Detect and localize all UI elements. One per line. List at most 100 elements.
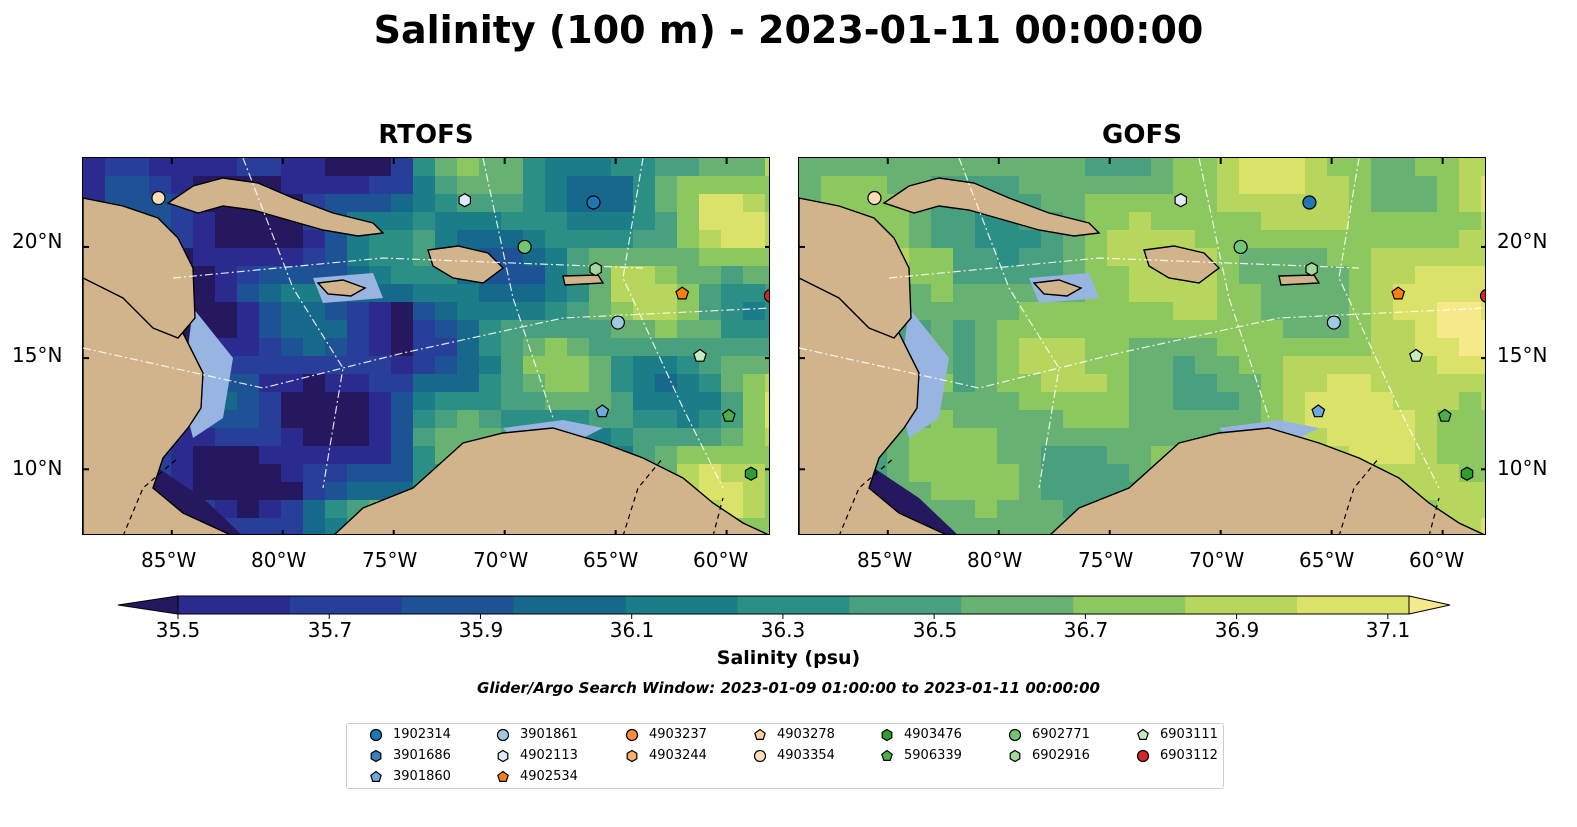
float-legend: 1902314 3901686 3901860 3901861 4902113 49025…	[346, 723, 1224, 789]
lon-label-65w: 65°W	[583, 548, 639, 572]
colorbar-segment	[961, 596, 1074, 614]
legend-marker-3901861	[496, 728, 510, 741]
legend-marker-hexagon-icon	[497, 749, 509, 762]
legend-item-4903278: 4903278	[753, 727, 835, 742]
colorbar-tick-36-1: 36.1	[609, 618, 655, 642]
legend-marker-pentagon-icon	[497, 770, 509, 782]
legend-item-1902314: 1902314	[369, 727, 451, 742]
legend-marker-pentagon-icon	[1137, 728, 1149, 740]
legend-label: 4903354	[777, 748, 835, 763]
colorbar-extend-low	[117, 595, 179, 615]
legend-label: 4902534	[520, 769, 578, 784]
float-marker-6902916-0	[589, 262, 602, 277]
colorbar-tick-36-7: 36.7	[1063, 618, 1109, 642]
legend-label: 5906339	[904, 748, 962, 763]
legend-label: 6902771	[1032, 727, 1090, 742]
legend-marker-hexagon-icon	[881, 728, 893, 741]
legend-item-6903112: 6903112	[1136, 748, 1218, 763]
colorbar-tick-36-9: 36.9	[1214, 618, 1260, 642]
colorbar-segment	[625, 596, 739, 614]
legend-marker-4903244	[626, 749, 638, 762]
search-window-text: Glider/Argo Search Window: 2023-01-09 01…	[477, 679, 1100, 697]
legend-item-6902916: 6902916	[1008, 748, 1090, 763]
legend-marker-circle-icon	[625, 728, 639, 741]
colorbar-segment	[1297, 596, 1410, 614]
float-marker-4903354-1	[867, 190, 882, 206]
map-canvas-gofs	[799, 158, 1485, 534]
float-marker-1902314-1	[1302, 195, 1317, 210]
lon-label-65w-gofs: 65°W	[1299, 548, 1355, 572]
legend-label: 3901861	[520, 727, 578, 742]
colorbar-segment	[1185, 596, 1298, 614]
colorbar-segment	[1073, 596, 1186, 614]
colorbar-title: Salinity (psu)	[716, 647, 861, 669]
legend-marker-6903112	[1136, 749, 1150, 762]
colorbar	[117, 595, 1451, 619]
legend-label: 6903111	[1160, 727, 1218, 742]
legend-item-3901860: 3901860	[369, 769, 451, 784]
lat-label-20n-right: 20°N	[1497, 229, 1548, 253]
legend-marker-4903278	[754, 728, 766, 740]
legend-label: 6903112	[1160, 748, 1218, 763]
float-marker-6903111-1	[1409, 348, 1423, 362]
legend-marker-hexagon-icon	[1009, 749, 1021, 762]
lon-label-85w: 85°W	[141, 548, 197, 572]
legend-marker-circle-icon	[1008, 728, 1022, 741]
legend-marker-6903111	[1137, 728, 1149, 740]
legend-marker-6902916	[1009, 749, 1021, 762]
legend-label: 4903278	[777, 727, 835, 742]
float-marker-1902314-0	[586, 195, 601, 210]
legend-marker-hexagon-icon	[626, 749, 638, 762]
lon-label-80w-gofs: 80°W	[967, 548, 1023, 572]
float-marker-4903476-1	[1460, 466, 1474, 481]
legend-label: 4903476	[904, 727, 962, 742]
legend-label: 3901860	[393, 769, 451, 784]
float-marker-5906339-1	[1437, 408, 1452, 422]
legend-marker-4903354	[753, 749, 767, 762]
legend-item-4903237: 4903237	[625, 727, 707, 742]
gofs-map	[798, 157, 1486, 535]
colorbar-tick-35-9: 35.9	[458, 618, 504, 642]
lon-label-75w: 75°W	[362, 548, 418, 572]
lon-label-85w-gofs: 85°W	[857, 548, 913, 572]
legend-marker-circle-icon	[496, 728, 510, 741]
legend-marker-4902113	[497, 749, 509, 762]
legend-item-4903244: 4903244	[625, 748, 707, 763]
legend-item-4902113: 4902113	[496, 748, 578, 763]
colorbar-segment	[289, 596, 403, 614]
float-marker-4902113-1	[1174, 193, 1187, 208]
lon-label-70w: 70°W	[473, 548, 529, 572]
lon-label-60w-gofs: 60°W	[1409, 548, 1465, 572]
float-marker-4903354-0	[151, 190, 166, 206]
legend-marker-4903476	[881, 728, 893, 741]
colorbar-tick-36-5: 36.5	[912, 618, 958, 642]
lat-label-10n-right: 10°N	[1497, 456, 1548, 480]
legend-marker-pentagon-icon	[754, 728, 766, 740]
legend-label: 4903237	[649, 727, 707, 742]
colorbar-segment	[737, 596, 850, 614]
lon-label-75w-gofs: 75°W	[1078, 548, 1134, 572]
float-marker-4902534-1	[1391, 286, 1406, 300]
lat-label-15n-right: 15°N	[1497, 343, 1548, 367]
colorbar-extend-high	[1408, 595, 1451, 615]
float-marker-6903112-0	[763, 289, 769, 303]
legend-item-6902771: 6902771	[1008, 727, 1090, 742]
panel-title-rtofs: RTOFS	[378, 120, 474, 150]
legend-item-3901861: 3901861	[496, 727, 578, 742]
colorbar-segment	[513, 596, 627, 614]
legend-marker-4903237	[625, 728, 639, 741]
lon-label-70w-gofs: 70°W	[1189, 548, 1245, 572]
float-marker-3901861-0	[610, 315, 625, 330]
legend-label: 6902916	[1032, 748, 1090, 763]
legend-marker-1902314	[369, 728, 383, 741]
float-marker-6903112-1	[1479, 289, 1485, 303]
rtofs-map	[82, 157, 770, 535]
legend-marker-5906339	[881, 749, 893, 761]
legend-item-5906339: 5906339	[880, 748, 962, 763]
legend-label: 1902314	[393, 727, 451, 742]
legend-marker-hexagon-icon	[370, 749, 382, 762]
legend-item-4902534: 4902534	[496, 769, 578, 784]
legend-marker-3901860	[370, 770, 382, 782]
colorbar-tick-35-5: 35.5	[155, 618, 201, 642]
colorbar-segment	[849, 596, 962, 614]
